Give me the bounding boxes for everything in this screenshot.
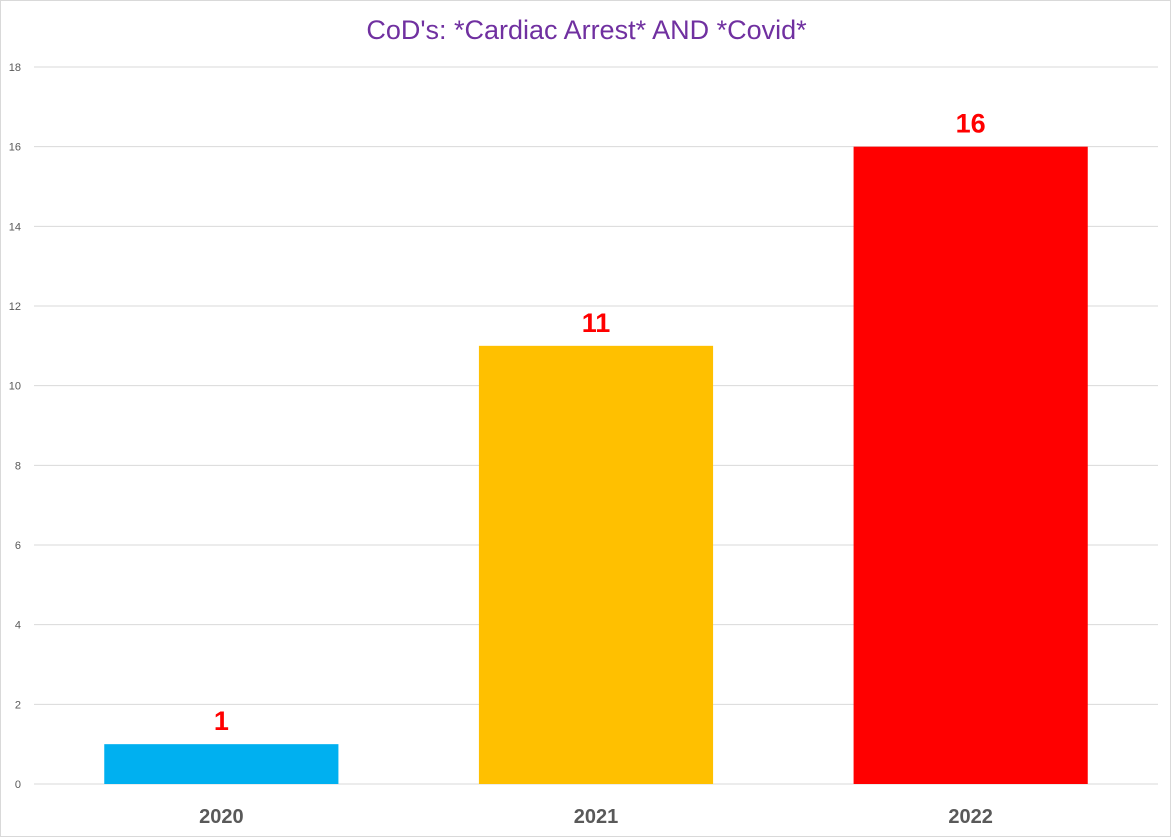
data-label-2020: 1 (214, 706, 229, 736)
bars (104, 146, 1088, 784)
y-tick-label: 4 (15, 620, 21, 632)
y-tick-label: 18 (9, 62, 21, 74)
y-tick-label: 14 (9, 221, 21, 233)
y-tick-label: 2 (15, 699, 21, 711)
y-tick-label: 16 (9, 142, 21, 154)
data-label-2022: 16 (956, 109, 986, 139)
category-label-2020: 2020 (199, 806, 244, 828)
y-tick-label: 6 (15, 540, 21, 552)
y-tick-label: 8 (15, 460, 21, 472)
x-axis-category-labels: 2020 2021 2022 (199, 806, 993, 828)
chart-title: CoD's: *Cardiac Arrest* AND *Covid* (366, 15, 807, 45)
bar-2020 (104, 744, 339, 784)
category-label-2022: 2022 (948, 806, 993, 828)
y-tick-label: 10 (9, 381, 21, 393)
data-label-2021: 11 (582, 308, 611, 338)
bar-2021 (478, 345, 714, 784)
y-axis-tick-labels: 0 2 4 6 8 10 12 14 16 18 (9, 62, 21, 791)
y-tick-label: 0 (15, 779, 21, 791)
y-tick-label: 12 (9, 301, 21, 313)
bar-2022 (853, 146, 1088, 784)
category-label-2021: 2021 (574, 806, 619, 828)
